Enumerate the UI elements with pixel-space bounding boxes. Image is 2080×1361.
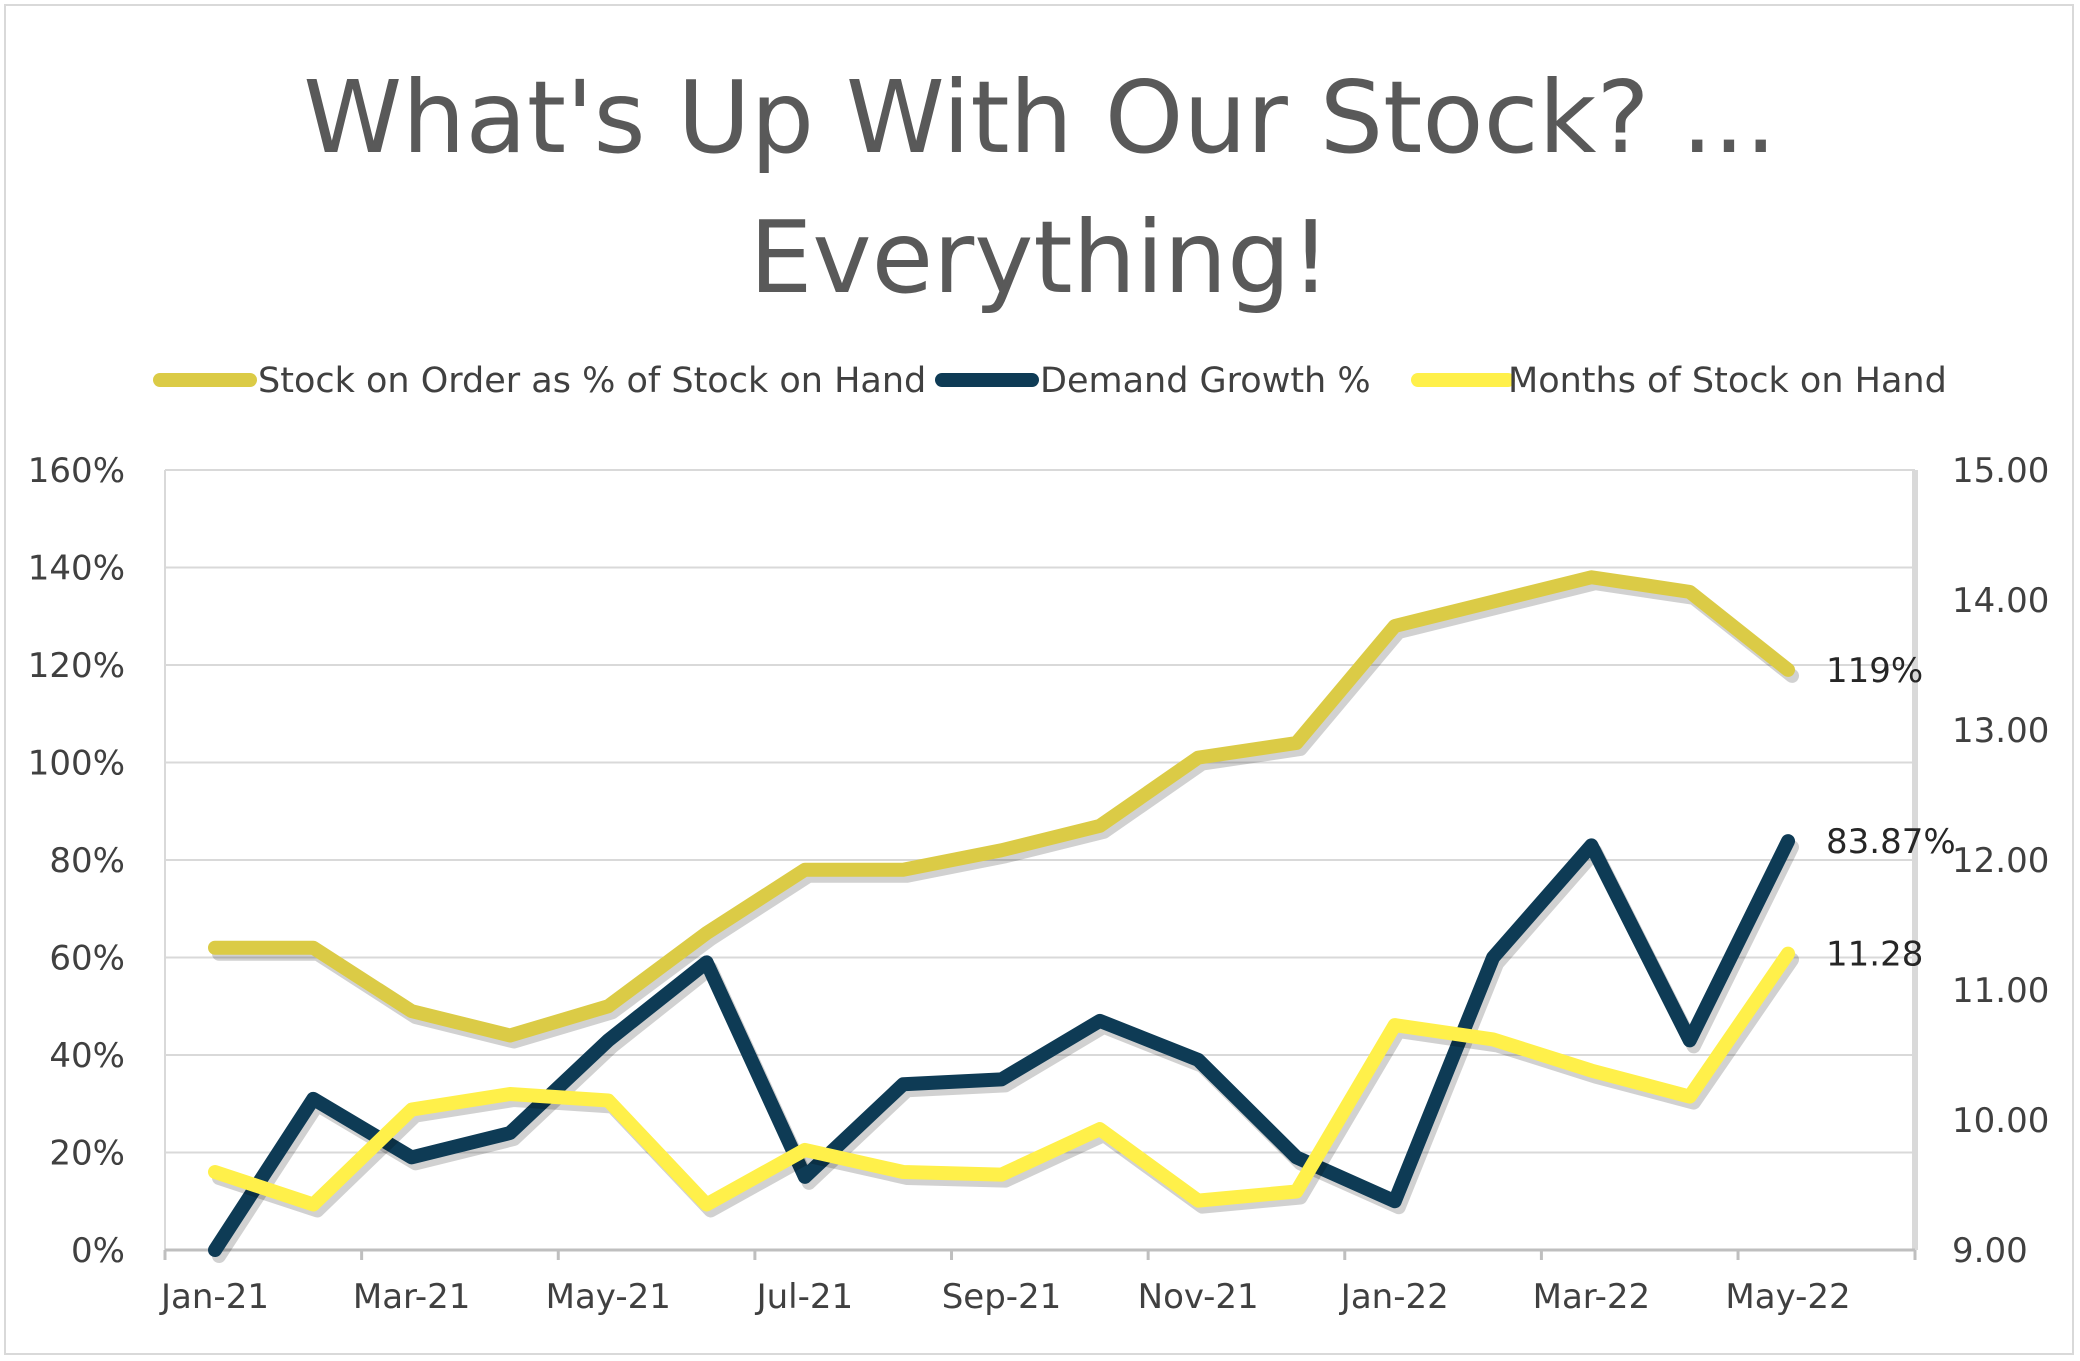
chart-frame [4, 4, 2074, 1355]
x-tick-label: Jan-22 [1339, 1277, 1449, 1317]
end-data-label: 119% [1826, 651, 1923, 691]
series-line-2 [208, 946, 1796, 1212]
y-right-tick-label: 14.00 [1952, 581, 2049, 621]
x-tick-label: Sep-21 [942, 1277, 1062, 1317]
series-line-0 [208, 570, 1796, 1043]
series-line-1 [208, 834, 1796, 1257]
x-tick-label: Nov-21 [1138, 1277, 1259, 1317]
chart-title: What's Up With Our Stock? ... Everything… [0, 48, 2080, 328]
y-left-tick-label: 80% [49, 841, 125, 881]
legend: Stock on Order as % of Stock on Hand Dem… [153, 361, 1947, 401]
chart-title-line-1: What's Up With Our Stock? ... [303, 59, 1777, 176]
series-lines [208, 570, 1800, 1263]
x-tick-label: Mar-21 [353, 1277, 471, 1317]
axes: 0% 20% 40% 60% 80% 100% 120% 140% 160% 9.00 10.00 1… [28, 451, 2050, 1317]
legend-label-demand-growth: Demand Growth % [1040, 361, 1371, 401]
series-shadow [212, 840, 1800, 1263]
x-tick-label: May-21 [546, 1277, 671, 1317]
end-data-label: 83.87% [1826, 822, 1956, 862]
chart-title-line-2: Everything! [749, 199, 1331, 316]
y-left-tick-label: 160% [28, 451, 125, 491]
y-left-tick-label: 20% [49, 1134, 125, 1174]
y-left-tick-label: 100% [28, 744, 125, 784]
data-labels: 119% 83.87% 11.28 [1826, 651, 1956, 975]
x-tick-label: Jan-21 [159, 1277, 269, 1317]
end-data-label: 11.28 [1826, 935, 1923, 975]
y-right-tick-label: 10.00 [1952, 1101, 2049, 1141]
legend-label-months-of-stock: Months of Stock on Hand [1508, 361, 1947, 401]
y-right-tick-label: 11.00 [1952, 971, 2049, 1011]
x-tick-label: May-22 [1725, 1277, 1850, 1317]
y-right-tick-label: 12.00 [1952, 841, 2049, 881]
y-right-tick-label: 15.00 [1952, 451, 2049, 491]
x-tick-label: Mar-22 [1533, 1277, 1651, 1317]
y-left-tick-label: 120% [28, 646, 125, 686]
series-shadow [212, 576, 1800, 1049]
y-left-tick-label: 140% [28, 549, 125, 589]
y-left-tick-label: 60% [49, 939, 125, 979]
x-tick-label: Jul-21 [755, 1277, 854, 1317]
y-right-tick-label: 9.00 [1952, 1231, 2028, 1271]
y-right-tick-label: 13.00 [1952, 711, 2049, 751]
legend-label-stock-on-order: Stock on Order as % of Stock on Hand [258, 361, 926, 401]
y-left-tick-label: 0% [71, 1231, 125, 1271]
y-left-tick-label: 40% [49, 1036, 125, 1076]
